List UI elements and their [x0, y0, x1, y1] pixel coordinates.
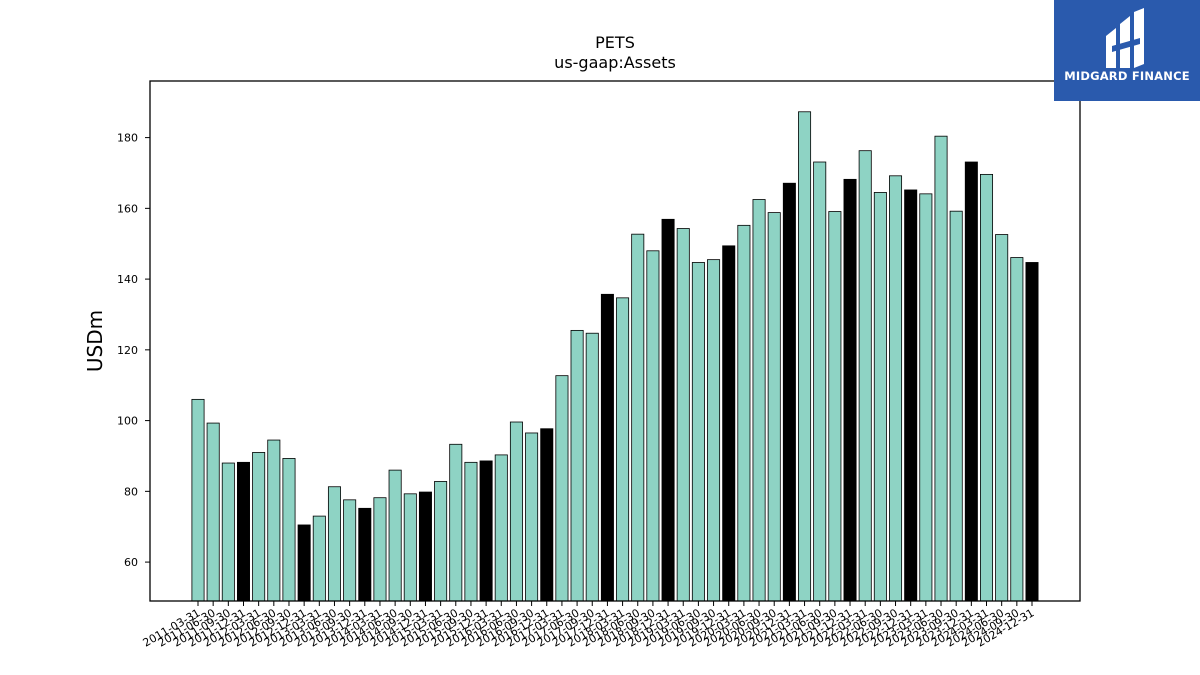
bar-2013-06-30: [327, 486, 341, 602]
bar-2014-03-31: [373, 497, 387, 602]
bar-2011-03-31: [191, 398, 205, 602]
bar-2014-06-30: [388, 469, 402, 602]
bar-2012-06-30: [267, 439, 281, 602]
bars-layer: [191, 111, 1039, 602]
bar-2023-09-30: [949, 210, 963, 602]
bar-2017-03-31: [555, 375, 569, 602]
bar-2023-12-31: [964, 161, 978, 602]
bar-2016-12-31: [540, 428, 554, 602]
bar-2023-06-30: [934, 135, 948, 602]
y-tick-label: 80: [124, 485, 138, 498]
bar-2019-09-30: [707, 259, 721, 602]
bar-2019-12-31: [722, 245, 736, 602]
bar-2013-12-31: [358, 507, 372, 602]
midgard-finance-logo: MIDGARD FINANCE: [1054, 0, 1200, 101]
bar-2022-06-30: [873, 192, 887, 602]
y-tick-label: 120: [117, 344, 138, 357]
bar-2011-06-30: [206, 422, 220, 602]
bar-2020-09-30: [767, 212, 781, 602]
y-tick-label: 60: [124, 556, 138, 569]
bar-2018-06-30: [631, 233, 645, 602]
bar-2019-03-31: [676, 228, 690, 602]
bar-2018-12-31: [661, 218, 675, 602]
bar-2015-12-31: [479, 460, 493, 602]
bar-2014-12-31: [418, 491, 432, 602]
bar-2015-03-31: [434, 481, 448, 602]
bar-2017-12-31: [600, 293, 614, 602]
y-tick-label: 160: [117, 202, 138, 215]
bar-2011-09-30: [221, 462, 235, 602]
bar-2015-06-30: [449, 443, 463, 602]
bar-2012-09-30: [282, 458, 296, 602]
y-tick-label: 140: [117, 273, 138, 286]
chart-subtitle: us-gaap:Assets: [554, 53, 676, 72]
bar-2017-09-30: [585, 332, 599, 602]
bar-2021-09-30: [828, 211, 842, 602]
bar-2014-09-30: [403, 493, 417, 602]
bar-2021-06-30: [813, 161, 827, 602]
bar-2022-03-31: [858, 150, 872, 602]
bar-2012-03-31: [252, 452, 266, 602]
x-axis: 2011-03-312011-06-302011-09-302011-12-31…: [141, 601, 1037, 650]
bar-2024-12-31: [1025, 262, 1039, 602]
bar-2022-09-30: [889, 175, 903, 602]
bar-2024-09-30: [1010, 257, 1024, 602]
bar-2016-03-31: [494, 454, 508, 602]
y-axis: 60 80 100 120 140 160 180: [117, 132, 150, 569]
logo-text: MIDGARD FINANCE: [1064, 69, 1190, 83]
bar-2013-09-30: [343, 499, 357, 602]
bar-2018-03-31: [616, 297, 630, 602]
bar-2017-06-30: [570, 329, 584, 602]
midgard-logo-icon: [1106, 8, 1144, 68]
bar-2013-03-31: [312, 515, 326, 602]
bar-2023-03-31: [919, 193, 933, 602]
y-axis-label: USDm: [83, 310, 107, 372]
bar-2024-03-31: [980, 173, 994, 602]
plot-frame: [149, 80, 1081, 602]
bar-2024-06-30: [995, 234, 1009, 602]
bar-2022-12-31: [904, 189, 918, 602]
bar-2016-09-30: [525, 432, 539, 602]
bar-2016-06-30: [509, 421, 523, 602]
bar-2020-03-31: [737, 224, 751, 602]
bar-2011-12-31: [236, 461, 250, 602]
bar-2018-09-30: [646, 250, 660, 602]
bar-2020-12-31: [782, 182, 796, 602]
y-tick-label: 100: [117, 415, 138, 428]
bar-2021-03-31: [798, 111, 812, 602]
chart-title: PETS: [595, 33, 635, 52]
bar-2015-09-30: [464, 461, 478, 602]
bar-2012-12-31: [297, 524, 311, 602]
bar-2021-12-31: [843, 178, 857, 602]
bar-2020-06-30: [752, 199, 766, 602]
bar-2019-06-30: [691, 262, 705, 602]
y-tick-label: 180: [117, 132, 138, 145]
